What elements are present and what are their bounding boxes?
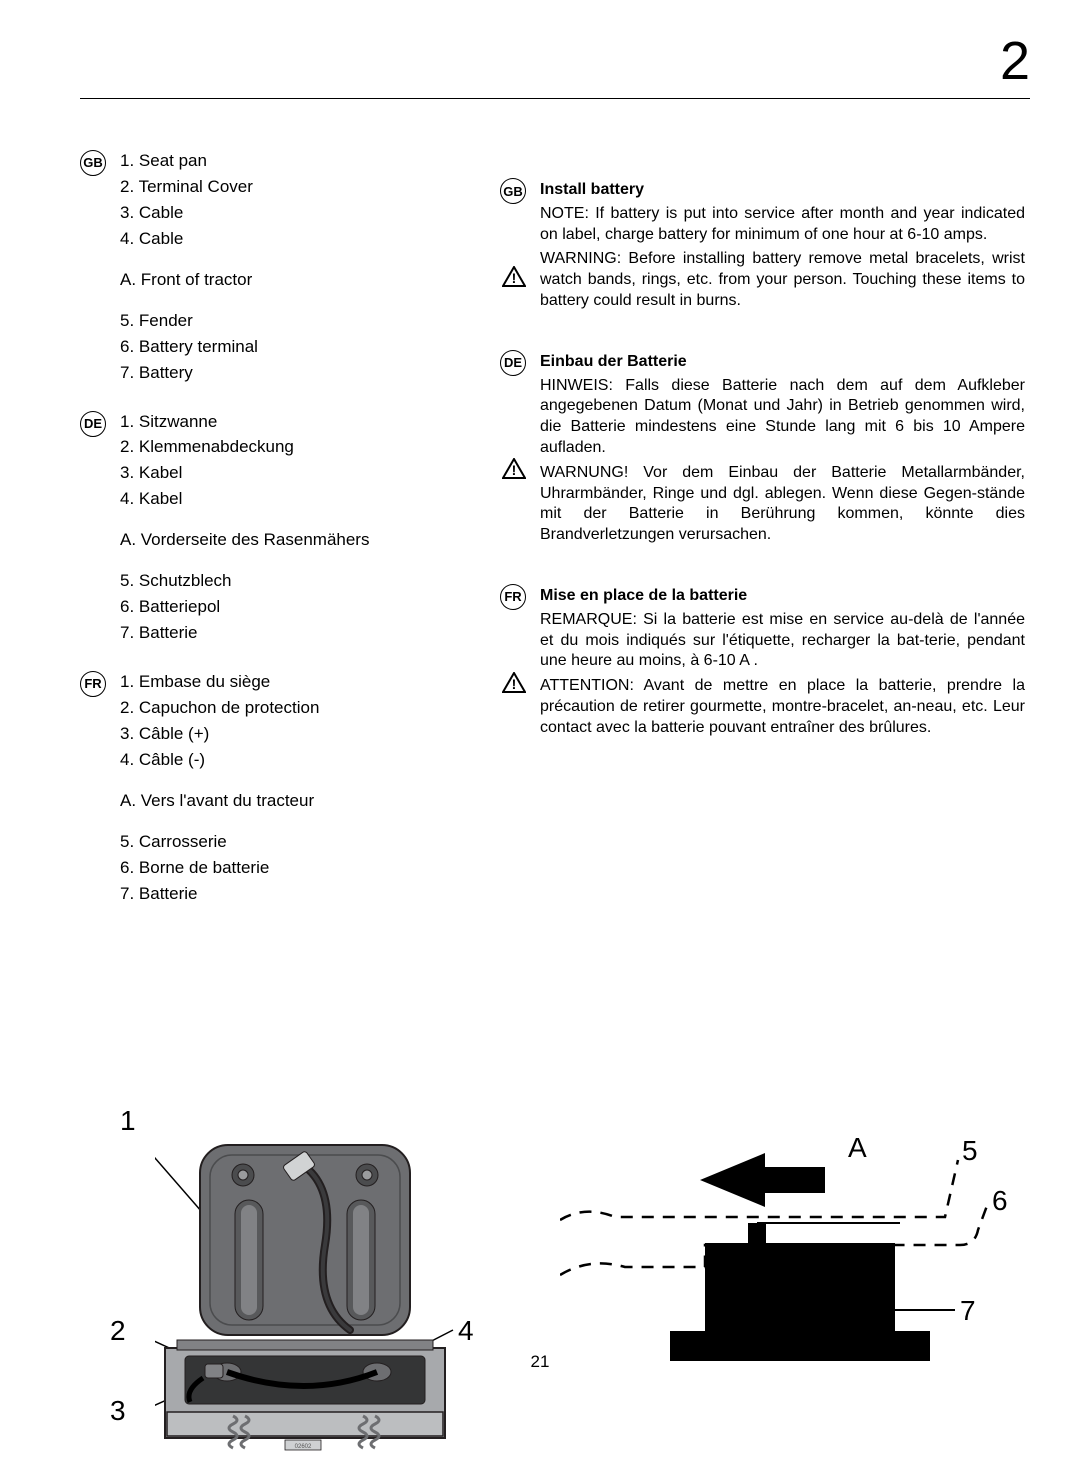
parts-item: 1. Seat pan	[120, 150, 470, 173]
seat-pan-illustration: 02602	[155, 1140, 455, 1475]
callout-4: 4	[458, 1315, 474, 1347]
parts-item: 3. Câble (+)	[120, 723, 470, 746]
parts-item: 7. Battery	[120, 362, 470, 385]
lang-badge-gb: GB	[80, 150, 106, 176]
parts-list-fr: FR 1. Embase du siège 2. Capuchon de pro…	[80, 671, 470, 906]
parts-item: 2. Terminal Cover	[120, 176, 470, 199]
lang-badge-de: DE	[500, 350, 526, 376]
parts-list-gb: GB 1. Seat pan 2. Terminal Cover 3. Cabl…	[80, 150, 470, 385]
install-title: Install battery	[540, 180, 1025, 201]
lang-badge-fr: FR	[80, 671, 106, 697]
right-column: GB Install battery NOTE: If battery is p…	[500, 180, 1025, 779]
callout-A: A	[848, 1132, 867, 1164]
parts-item: 7. Batterie	[120, 883, 470, 906]
callout-7: 7	[960, 1295, 976, 1327]
install-note: NOTE: If battery is put into service aft…	[540, 204, 1025, 246]
lang-badge-de: DE	[80, 411, 106, 437]
install-title: Mise en place de la batterie	[540, 586, 1025, 607]
lang-badge-gb: GB	[500, 178, 526, 204]
parts-item: 4. Cable	[120, 228, 470, 251]
install-note: REMARQUE: Si la batterie est mise en ser…	[540, 610, 1025, 672]
install-warning: WARNING: Before installing battery remov…	[540, 249, 1025, 311]
header-rule	[80, 98, 1030, 99]
parts-item: 6. Borne de batterie	[120, 857, 470, 880]
install-title: Einbau der Batterie	[540, 352, 1025, 373]
diagram-seat-pan: 1 2 3 4	[100, 1120, 460, 1480]
left-column: GB 1. Seat pan 2. Terminal Cover 3. Cabl…	[80, 150, 470, 932]
warning-icon: !	[502, 266, 526, 287]
page-number-bottom: 21	[531, 1352, 550, 1372]
callout-1: 1	[120, 1105, 136, 1137]
diagram-battery-position: A 5 6 7	[560, 1145, 1030, 1435]
callout-3: 3	[110, 1395, 126, 1427]
parts-item: 1. Sitzwanne	[120, 411, 470, 434]
parts-item: 4. Câble (-)	[120, 749, 470, 772]
install-fr: FR Mise en place de la batterie REMARQUE…	[500, 586, 1025, 739]
parts-item: 3. Cable	[120, 202, 470, 225]
install-warning: WARNUNG! Vor dem Einbau der Batterie Met…	[540, 463, 1025, 546]
svg-text:02602: 02602	[295, 1444, 312, 1450]
callout-2: 2	[110, 1315, 126, 1347]
install-note: HINWEIS: Falls diese Batterie nach dem a…	[540, 376, 1025, 459]
warning-icon: !	[502, 672, 526, 693]
parts-item: 6. Battery terminal	[120, 336, 470, 359]
parts-item: 1. Embase du siège	[120, 671, 470, 694]
lang-badge-fr: FR	[500, 584, 526, 610]
parts-item: 5. Carrosserie	[120, 831, 470, 854]
install-warning: ATTENTION: Avant de mettre en place la b…	[540, 676, 1025, 738]
install-de: DE Einbau der Batterie HINWEIS: Falls di…	[500, 352, 1025, 546]
parts-item: A. Vers l'avant du tracteur	[120, 790, 470, 813]
battery-silhouette-illustration	[560, 1145, 1030, 1405]
parts-item: 6. Batteriepol	[120, 596, 470, 619]
parts-item: 7. Batterie	[120, 622, 470, 645]
parts-item: 3. Kabel	[120, 462, 470, 485]
warning-icon: !	[502, 458, 526, 479]
parts-item: 5. Schutzblech	[120, 570, 470, 593]
parts-item: 2. Klemmenabdeckung	[120, 436, 470, 459]
parts-item: A. Vorderseite des Rasenmähers	[120, 529, 470, 552]
install-gb: GB Install battery NOTE: If battery is p…	[500, 180, 1025, 312]
callout-6: 6	[992, 1185, 1008, 1217]
parts-item: 4. Kabel	[120, 488, 470, 511]
svg-text:!: !	[512, 676, 517, 692]
parts-item: 5. Fender	[120, 310, 470, 333]
page-number-top: 2	[1000, 30, 1030, 92]
parts-item: A. Front of tractor	[120, 269, 470, 292]
svg-text:!: !	[512, 462, 517, 478]
parts-item: 2. Capuchon de protection	[120, 697, 470, 720]
svg-text:!: !	[512, 270, 517, 286]
callout-5: 5	[962, 1135, 978, 1167]
parts-list-de: DE 1. Sitzwanne 2. Klemmenabdeckung 3. K…	[80, 411, 470, 646]
